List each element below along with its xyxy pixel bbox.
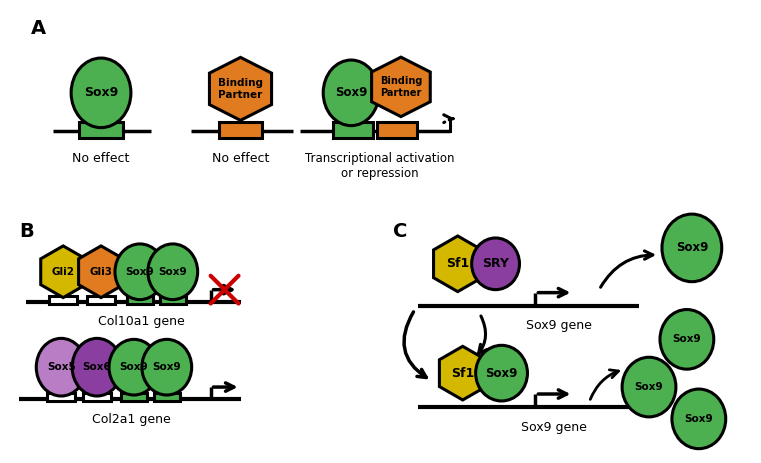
Bar (160, 295, 186, 304)
Bar (87, 295, 115, 304)
Text: Col2a1 gene: Col2a1 gene (91, 413, 170, 426)
Text: Sox9: Sox9 (126, 267, 154, 277)
Text: Sox9: Sox9 (673, 334, 701, 344)
Ellipse shape (37, 338, 86, 396)
Text: Sox9: Sox9 (335, 86, 368, 100)
Text: Sox5: Sox5 (46, 362, 75, 372)
Ellipse shape (622, 357, 676, 417)
Polygon shape (371, 57, 430, 117)
Text: Sox9 gene: Sox9 gene (527, 319, 592, 332)
Text: Col10a1 gene: Col10a1 gene (97, 315, 184, 328)
Bar (127, 295, 153, 304)
Text: Gli3: Gli3 (90, 267, 113, 277)
Ellipse shape (142, 339, 192, 395)
Ellipse shape (148, 244, 198, 300)
Text: B: B (19, 222, 34, 241)
Polygon shape (41, 246, 85, 298)
Bar (79, 122, 123, 138)
Text: Sox9: Sox9 (676, 241, 708, 254)
Text: No effect: No effect (72, 152, 129, 165)
Ellipse shape (662, 214, 721, 282)
Bar (83, 393, 111, 401)
Bar (218, 122, 263, 138)
Ellipse shape (72, 338, 122, 396)
Text: Sox9 gene: Sox9 gene (521, 421, 587, 434)
Bar (333, 122, 373, 138)
Text: Sox9: Sox9 (152, 362, 181, 372)
Text: Sox9: Sox9 (158, 267, 187, 277)
Text: Sox9: Sox9 (84, 86, 118, 100)
Text: Gli2: Gli2 (52, 267, 75, 277)
Text: Sox9: Sox9 (119, 362, 148, 372)
Ellipse shape (476, 345, 527, 401)
Ellipse shape (109, 339, 159, 395)
Text: SRY: SRY (482, 257, 509, 270)
Bar (121, 393, 147, 401)
Ellipse shape (323, 60, 379, 125)
Text: Sf1: Sf1 (446, 257, 470, 270)
Ellipse shape (472, 238, 520, 290)
Polygon shape (209, 57, 272, 120)
Text: Sox9: Sox9 (486, 367, 517, 380)
Text: Binding
Partner: Binding Partner (380, 76, 422, 98)
Ellipse shape (672, 389, 726, 449)
Text: No effect: No effect (212, 152, 269, 165)
Text: C: C (393, 222, 407, 241)
Ellipse shape (71, 58, 131, 128)
Polygon shape (78, 246, 123, 298)
Polygon shape (439, 346, 486, 400)
Text: Transcriptional activation
or repression: Transcriptional activation or repression (305, 152, 455, 181)
Text: Sf1: Sf1 (451, 367, 474, 380)
Bar (154, 393, 180, 401)
Polygon shape (434, 236, 482, 292)
Ellipse shape (115, 244, 165, 300)
Text: A: A (31, 19, 46, 38)
Text: Binding
Partner: Binding Partner (218, 78, 263, 100)
Bar (377, 122, 417, 138)
Bar (49, 295, 77, 304)
Text: Sox9: Sox9 (685, 414, 713, 424)
Text: Sox6: Sox6 (83, 362, 111, 372)
Bar (47, 393, 75, 401)
Text: Sox9: Sox9 (635, 382, 664, 392)
Ellipse shape (660, 310, 714, 369)
